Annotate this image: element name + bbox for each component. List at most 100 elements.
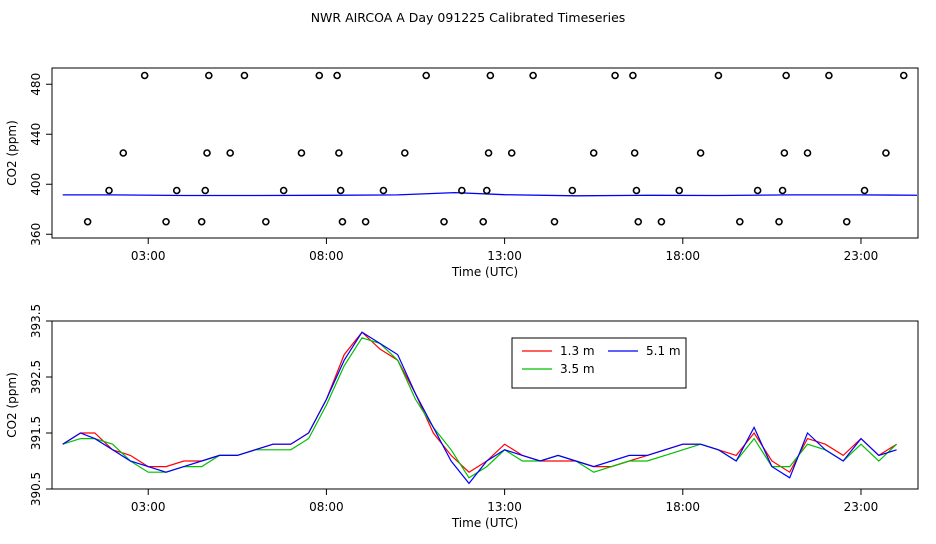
x-tick-label: 03:00 xyxy=(131,500,166,514)
plot-frame xyxy=(51,67,919,239)
y-tick-label: 440 xyxy=(29,123,43,146)
data-layer xyxy=(62,71,930,226)
data-point xyxy=(632,186,641,195)
data-point xyxy=(860,186,869,195)
data-point xyxy=(714,71,723,80)
data-point xyxy=(696,149,705,157)
data-point xyxy=(105,186,113,195)
x-tick-label: 13:00 xyxy=(487,500,522,514)
y-tick-label: 393.5 xyxy=(29,304,43,338)
data-point xyxy=(611,71,619,80)
data-point xyxy=(297,149,306,157)
data-point xyxy=(920,150,926,156)
y-axis-label: CO2 (ppm) xyxy=(5,372,19,438)
x-tick-label: 03:00 xyxy=(131,249,166,263)
data-point xyxy=(226,149,234,157)
legend: 1.3 m 3.5 m 5.1 m xyxy=(511,337,687,389)
data-point xyxy=(825,71,833,80)
data-point xyxy=(657,217,666,226)
data-point xyxy=(119,149,128,157)
data-point xyxy=(899,71,908,80)
data-point xyxy=(589,149,598,157)
data-point xyxy=(507,149,516,157)
data-layer xyxy=(62,331,898,485)
series-line xyxy=(62,337,898,479)
data-point xyxy=(803,149,812,157)
data-point xyxy=(333,71,341,80)
data-point xyxy=(780,149,789,157)
scatter-panel: 03:00 08:00 13:00 18:00 23:00 Time (UTC) 360 40… xyxy=(5,67,930,279)
x-tick-label: 23:00 xyxy=(844,249,879,263)
legend-box xyxy=(511,337,687,389)
data-point xyxy=(568,186,577,195)
data-point xyxy=(335,149,343,157)
data-point xyxy=(629,71,637,80)
data-point xyxy=(279,186,288,195)
data-point xyxy=(83,217,92,226)
data-point xyxy=(882,149,890,157)
x-tick-label: 13:00 xyxy=(487,249,522,263)
data-point xyxy=(778,186,787,195)
data-point xyxy=(361,217,370,226)
data-point xyxy=(262,217,270,226)
x-axis-label: Time (UTC) xyxy=(451,265,518,279)
x-tick-label: 18:00 xyxy=(665,249,700,263)
data-point xyxy=(240,71,249,80)
data-point xyxy=(379,186,388,195)
data-point xyxy=(201,186,210,195)
data-point xyxy=(634,217,643,226)
y-axis-label: CO2 (ppm) xyxy=(5,120,19,186)
series-line xyxy=(62,191,917,197)
data-point xyxy=(401,149,409,157)
plot-frame xyxy=(51,320,919,490)
data-point xyxy=(336,186,345,195)
y-tick-label: 360 xyxy=(29,223,43,246)
x-axis-label: Time (UTC) xyxy=(451,516,518,530)
y-tick-label: 390.5 xyxy=(29,472,43,506)
data-point xyxy=(753,186,762,195)
data-point xyxy=(775,217,783,226)
data-point xyxy=(924,219,930,225)
data-point xyxy=(458,186,466,195)
x-tick-label: 18:00 xyxy=(665,500,700,514)
data-point xyxy=(172,186,181,195)
y-tick-label: 400 xyxy=(29,173,43,196)
data-point xyxy=(922,188,928,194)
data-point xyxy=(736,217,744,226)
data-point xyxy=(479,217,488,226)
series-line xyxy=(62,331,897,474)
data-point xyxy=(203,149,211,157)
data-point xyxy=(842,217,851,226)
data-point xyxy=(197,217,206,226)
data-point xyxy=(422,71,430,80)
legend-label: 3.5 m xyxy=(560,362,595,376)
data-point xyxy=(550,217,559,226)
y-tick-label: 392.5 xyxy=(29,360,43,394)
series-line xyxy=(62,331,897,485)
data-point xyxy=(484,149,493,157)
data-point xyxy=(162,217,170,226)
data-point xyxy=(205,71,213,80)
data-point xyxy=(315,71,324,80)
data-point xyxy=(486,71,495,80)
data-point xyxy=(529,71,537,80)
legend-label: 1.3 m xyxy=(560,344,595,358)
x-tick-label: 08:00 xyxy=(309,500,344,514)
line-panel: 03:00 08:00 13:00 18:00 23:00 Time (UTC) 390.5… xyxy=(5,304,919,530)
data-point xyxy=(482,186,491,195)
data-point xyxy=(338,217,347,226)
figure-title: NWR AIRCOA A Day 091225 Calibrated Times… xyxy=(311,10,626,25)
data-point xyxy=(675,186,684,195)
y-tick-label: 391.5 xyxy=(29,416,43,450)
x-tick-label: 23:00 xyxy=(844,500,879,514)
data-point xyxy=(630,149,639,157)
y-tick-label: 480 xyxy=(29,73,43,96)
data-point xyxy=(782,71,790,80)
x-tick-label: 08:00 xyxy=(309,249,344,263)
data-point xyxy=(919,73,925,79)
data-point xyxy=(440,217,448,226)
legend-label: 5.1 m xyxy=(646,344,681,358)
data-point xyxy=(140,71,149,80)
